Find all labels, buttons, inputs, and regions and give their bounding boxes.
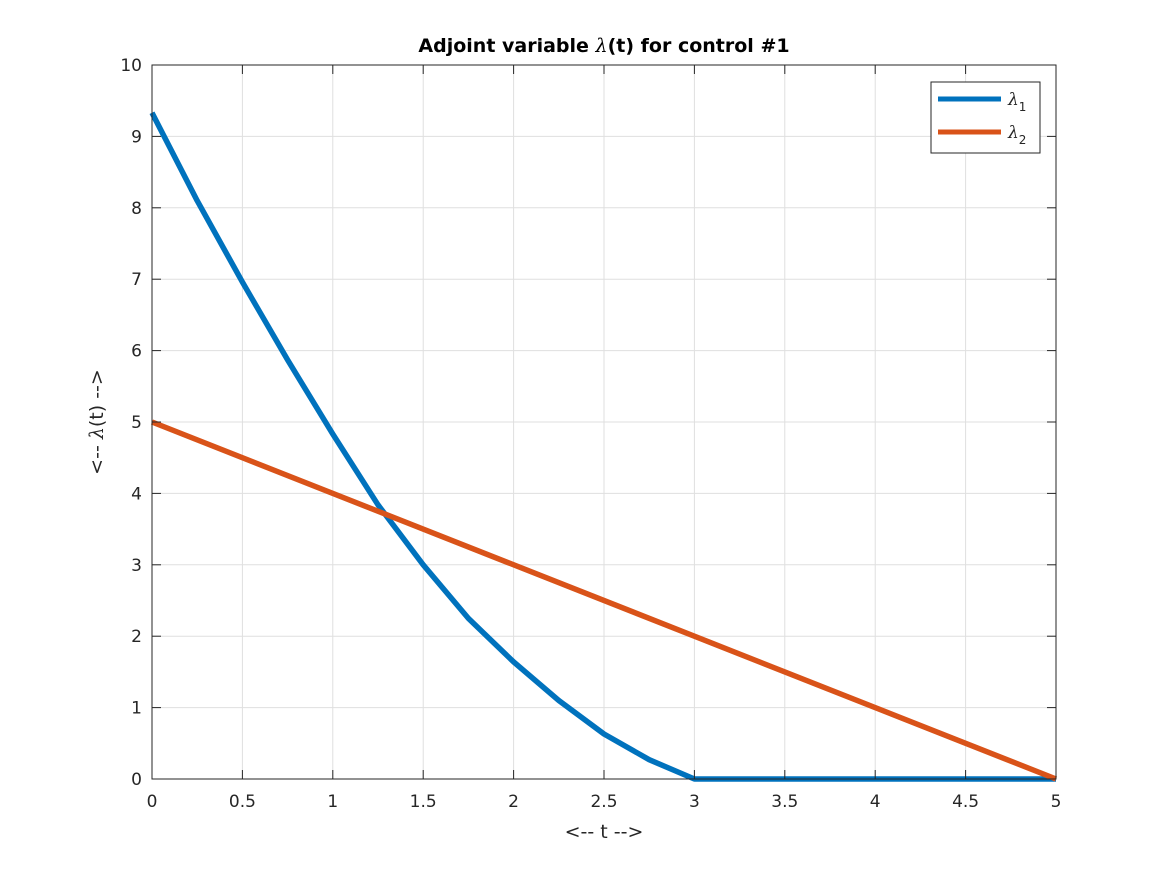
x-axis-label: <-- t --> [565, 821, 644, 843]
y-tick-label: 3 [131, 556, 142, 576]
legend-label-lambda1: λ1 [1007, 90, 1026, 114]
x-tick-label: 2.5 [590, 792, 617, 812]
y-tick-label: 5 [131, 413, 142, 433]
x-tick-label: 3 [689, 792, 700, 812]
y-tick-label: 6 [131, 342, 142, 362]
y-tick-label: 10 [120, 56, 142, 76]
series-line-lambda2 [150, 419, 1058, 782]
x-tick-label: 1 [327, 792, 338, 812]
chart-title-symbol: λ [595, 35, 608, 57]
y-tick-label: 9 [131, 127, 142, 147]
legend-label-lambda2-symbol: λ [1007, 123, 1019, 143]
y-axis-label-suffix: (t) --> [86, 369, 108, 427]
y-axis-label: <-- λ(t) --> [86, 369, 108, 475]
x-tick-label: 0 [147, 792, 158, 812]
legend-label-lambda1-symbol: λ [1007, 90, 1019, 110]
legend: λ1 λ2 [930, 81, 1041, 154]
x-tick-label: 1.5 [410, 792, 437, 812]
chart-title-suffix: (t) for control #1 [608, 35, 790, 57]
y-axis-label-prefix: <-- [86, 439, 108, 475]
x-tick-label: 5 [1051, 792, 1062, 812]
y-axis-label-symbol: λ [86, 427, 108, 440]
y-tick-label: 7 [131, 270, 142, 290]
y-tick-label: 1 [131, 699, 142, 719]
y-tick-label: 0 [131, 770, 142, 790]
x-tick-labels: 0 0.5 1 1.5 2 2.5 3 3.5 4 4.5 5 [147, 792, 1062, 812]
legend-label-lambda1-sub: 1 [1019, 100, 1027, 114]
chart-title-prefix: Adjoint variable [418, 35, 595, 57]
tick-marks [151, 64, 1057, 780]
x-tick-label: 4.5 [952, 792, 979, 812]
y-tick-label: 8 [131, 199, 142, 219]
y-tick-label: 2 [131, 627, 142, 647]
legend-label-lambda2-sub: 2 [1019, 133, 1027, 147]
x-tick-label: 4 [870, 792, 881, 812]
legend-label-lambda2: λ2 [1007, 123, 1026, 147]
chart-title: Adjoint variable λ(t) for control #1 [418, 35, 789, 57]
y-tick-labels: 0 1 2 3 4 5 6 7 8 9 10 [120, 56, 142, 790]
legend-box [930, 81, 1041, 154]
x-tick-label: 0.5 [229, 792, 256, 812]
x-tick-label: 2 [508, 792, 519, 812]
y-tick-label: 4 [131, 484, 142, 504]
x-tick-label: 3.5 [771, 792, 798, 812]
